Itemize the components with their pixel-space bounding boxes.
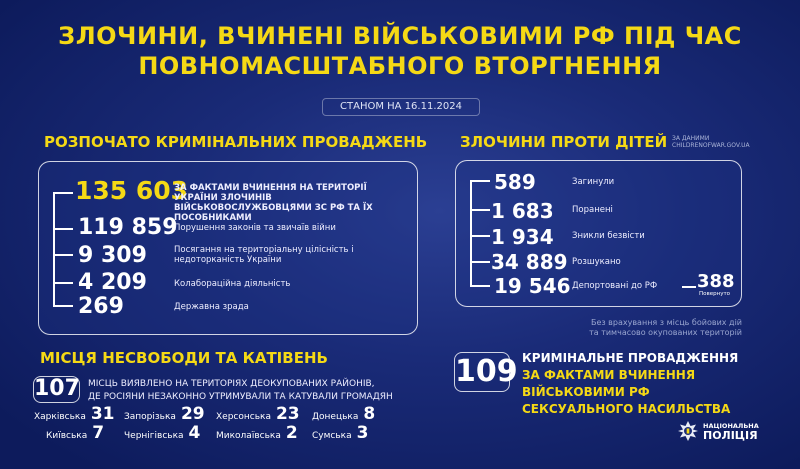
children-value: 19 546: [494, 274, 571, 298]
region-value: 31: [90, 404, 115, 424]
proceedings-label: Колабораційна діяльність: [174, 279, 291, 289]
title-line1: ЗЛОЧИНИ, ВЧИНЕНІ ВІЙСЬКОВИМИ РФ ПІД ЧАС: [58, 22, 742, 50]
bracket-tick: [53, 305, 73, 307]
torture-count: 107: [33, 376, 80, 403]
region-value: 8: [363, 404, 376, 424]
date-badge: СТАНОМ НА 16.11.2024: [322, 98, 480, 116]
region-item: Харківська 31: [34, 405, 115, 423]
bracket-tick: [470, 261, 490, 263]
region-item: Київська 7: [46, 424, 104, 442]
bracket-tick: [53, 282, 73, 284]
police-star-icon: [678, 421, 698, 441]
proceedings-box: [38, 161, 418, 335]
children-value: 1 934: [491, 225, 554, 249]
bracket-line: [53, 192, 55, 306]
region-name: Запорізька: [124, 412, 176, 422]
sexual-line3: ВІЙСЬКОВИМИ РФ: [522, 385, 650, 399]
bracket-tick: [53, 254, 73, 256]
region-item: Миколаївська 2: [216, 424, 298, 442]
children-source: ЗА ДАНИМИ CHILDRENOFWAR.GOV.UA: [672, 135, 750, 149]
region-value: 3: [356, 423, 369, 443]
footnote-line2: та тимчасово окупованих територій: [589, 328, 742, 337]
source-line1: ЗА ДАНИМИ: [672, 135, 710, 142]
proceedings-value: 4 209: [78, 270, 147, 295]
region-value: 7: [92, 423, 105, 443]
children-heading: ЗЛОЧИНИ ПРОТИ ДІТЕЙ: [460, 133, 668, 151]
proceedings-value: 269: [78, 294, 124, 319]
children-label: Поранені: [572, 205, 613, 215]
torture-text: МІСЦЬ ВИЯВЛЕНО НА ТЕРИТОРІЯХ ДЕОКУПОВАНИ…: [88, 378, 393, 404]
children-value: 589: [494, 170, 536, 194]
region-item: Херсонська 23: [216, 405, 300, 423]
region-value: 4: [188, 423, 201, 443]
logo-line1: НАЦІОНАЛЬНА: [703, 422, 759, 430]
torture-text-line1: МІСЦЬ ВИЯВЛЕНО НА ТЕРИТОРІЯХ ДЕОКУПОВАНИ…: [88, 379, 375, 389]
children-footnote: Без врахування з місць бойових дій та тим…: [589, 318, 742, 338]
sexual-line4: СЕКСУАЛЬНОГО НАСИЛЬСТВА: [522, 402, 731, 416]
region-name: Донецька: [312, 412, 359, 422]
region-name: Київська: [46, 431, 88, 441]
torture-text-line2: ДЕ РОСІЯНИ НЕЗАКОННО УТРИМУВАЛИ ТА КАТУВ…: [88, 392, 393, 402]
region-value: 23: [275, 404, 300, 424]
region-item: Запорізька 29: [124, 405, 205, 423]
bracket-tick: [470, 209, 490, 211]
region-name: Сумська: [312, 431, 352, 441]
proceedings-label: Державна зрада: [174, 302, 249, 312]
sexual-text: КРИМІНАЛЬНЕ ПРОВАДЖЕННЯ ЗА ФАКТАМИ ВЧИНЕ…: [522, 350, 738, 418]
region-name: Чернігівська: [124, 431, 184, 441]
sexual-count: 109: [454, 352, 518, 392]
region-value: 29: [180, 404, 205, 424]
footnote-line1: Без врахування з місць бойових дій: [590, 318, 742, 327]
region-item: Чернігівська 4: [124, 424, 200, 442]
returned-label: Повернуто: [699, 291, 731, 297]
children-label: Зникли безвісти: [572, 231, 645, 241]
bracket-tick: [470, 180, 490, 182]
title-line2: ПОВНОМАСШТАБНОГО ВТОРГНЕННЯ: [138, 52, 662, 80]
region-item: Донецька 8: [312, 405, 375, 423]
police-logo-text: НАЦІОНАЛЬНА ПОЛІЦІЯ: [703, 421, 759, 441]
children-label: Депортовані до РФ: [572, 281, 658, 291]
proceedings-value: 9 309: [78, 243, 147, 268]
sexual-line2: ЗА ФАКТАМИ ВЧИНЕННЯ: [522, 368, 696, 382]
region-name: Харківська: [34, 412, 86, 422]
source-line2: CHILDRENOFWAR.GOV.UA: [672, 142, 750, 149]
region-name: Херсонська: [216, 412, 271, 422]
children-value: 1 683: [491, 199, 554, 223]
region-item: Сумська 3: [312, 424, 368, 442]
bracket-tick: [53, 228, 73, 230]
region-name: Миколаївська: [216, 431, 281, 441]
bracket-tick: [53, 192, 73, 194]
bracket-tick: [470, 235, 490, 237]
proceedings-label: Посягання на територіальну цілісність і …: [174, 245, 354, 265]
bracket-tick: [470, 285, 490, 287]
region-value: 2: [285, 423, 298, 443]
bracket-line: [470, 180, 472, 286]
children-box: [455, 160, 742, 307]
proceedings-label: Порушення законів та звичаїв війни: [174, 223, 336, 233]
children-label: Розшукано: [572, 257, 621, 267]
returned-value: 388: [697, 271, 735, 292]
proceedings-value: 119 859: [78, 215, 178, 240]
proceedings-value: 135 603: [75, 176, 189, 205]
torture-heading: МІСЦЯ НЕСВОБОДИ ТА КАТІВЕНЬ: [40, 349, 328, 367]
children-label: Загинули: [572, 177, 615, 187]
logo-line2: ПОЛІЦІЯ: [703, 429, 758, 442]
children-value: 34 889: [491, 250, 568, 274]
returned-connector: [682, 286, 696, 288]
proceedings-label: ЗА ФАКТАМИ ВЧИНЕННЯ НА ТЕРИТОРІЇ УКРАЇНИ…: [174, 183, 373, 223]
sexual-line1: КРИМІНАЛЬНЕ ПРОВАДЖЕННЯ: [522, 351, 739, 365]
proceedings-heading: РОЗПОЧАТО КРИМІНАЛЬНИХ ПРОВАДЖЕНЬ: [44, 133, 428, 151]
